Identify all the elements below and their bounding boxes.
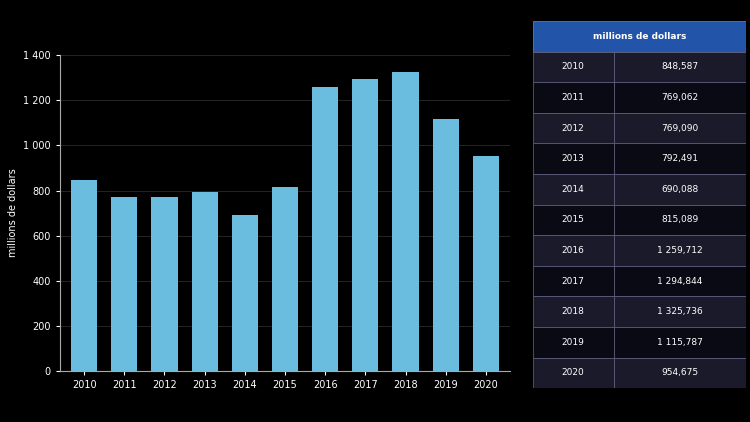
Bar <box>71 179 98 371</box>
Bar <box>111 197 137 371</box>
Text: 2018: 2018 <box>562 307 584 316</box>
Text: 769,090: 769,090 <box>662 124 698 133</box>
Bar <box>614 235 746 266</box>
Bar <box>392 72 418 371</box>
Bar <box>614 327 746 357</box>
Text: 1 115,787: 1 115,787 <box>657 338 703 347</box>
Bar <box>614 174 746 205</box>
Bar <box>614 358 746 388</box>
Text: 2020: 2020 <box>562 368 584 377</box>
Y-axis label: millions de dollars: millions de dollars <box>8 169 18 257</box>
Text: millions de dollars: millions de dollars <box>592 32 686 41</box>
Text: 2012: 2012 <box>562 124 584 133</box>
Text: 2014: 2014 <box>562 185 584 194</box>
Bar <box>433 119 459 371</box>
Bar <box>614 296 746 327</box>
Text: 815,089: 815,089 <box>662 216 698 225</box>
Bar <box>532 205 614 235</box>
Text: 2016: 2016 <box>562 246 584 255</box>
Bar <box>532 143 614 174</box>
Bar <box>614 51 746 82</box>
Text: 2013: 2013 <box>562 154 584 163</box>
Bar <box>532 174 614 205</box>
Text: 2019: 2019 <box>562 338 584 347</box>
Bar <box>614 113 746 143</box>
Bar <box>472 156 499 371</box>
Text: 1 325,736: 1 325,736 <box>657 307 703 316</box>
Bar <box>532 327 614 357</box>
Bar <box>532 21 746 52</box>
Bar <box>312 87 338 371</box>
Bar <box>532 51 614 82</box>
Text: 954,675: 954,675 <box>662 368 698 377</box>
Bar <box>532 296 614 327</box>
Bar <box>532 113 614 143</box>
Bar <box>272 187 298 371</box>
Text: 1 259,712: 1 259,712 <box>657 246 703 255</box>
Text: 2017: 2017 <box>562 277 584 286</box>
Bar <box>532 82 614 113</box>
Text: 2011: 2011 <box>562 93 584 102</box>
Bar <box>532 266 614 296</box>
Bar <box>191 192 217 371</box>
Bar <box>152 197 178 371</box>
Bar <box>614 205 746 235</box>
Bar <box>614 266 746 296</box>
Text: 2015: 2015 <box>562 216 584 225</box>
Text: 848,587: 848,587 <box>662 62 698 71</box>
Bar <box>614 143 746 174</box>
Text: 2010: 2010 <box>562 62 584 71</box>
Bar <box>232 215 258 371</box>
Bar <box>532 235 614 266</box>
Text: 1 294,844: 1 294,844 <box>657 277 703 286</box>
Text: 690,088: 690,088 <box>662 185 698 194</box>
Bar <box>532 358 614 388</box>
Bar <box>614 82 746 113</box>
Text: 769,062: 769,062 <box>662 93 698 102</box>
Text: 792,491: 792,491 <box>662 154 698 163</box>
Bar <box>352 78 379 371</box>
